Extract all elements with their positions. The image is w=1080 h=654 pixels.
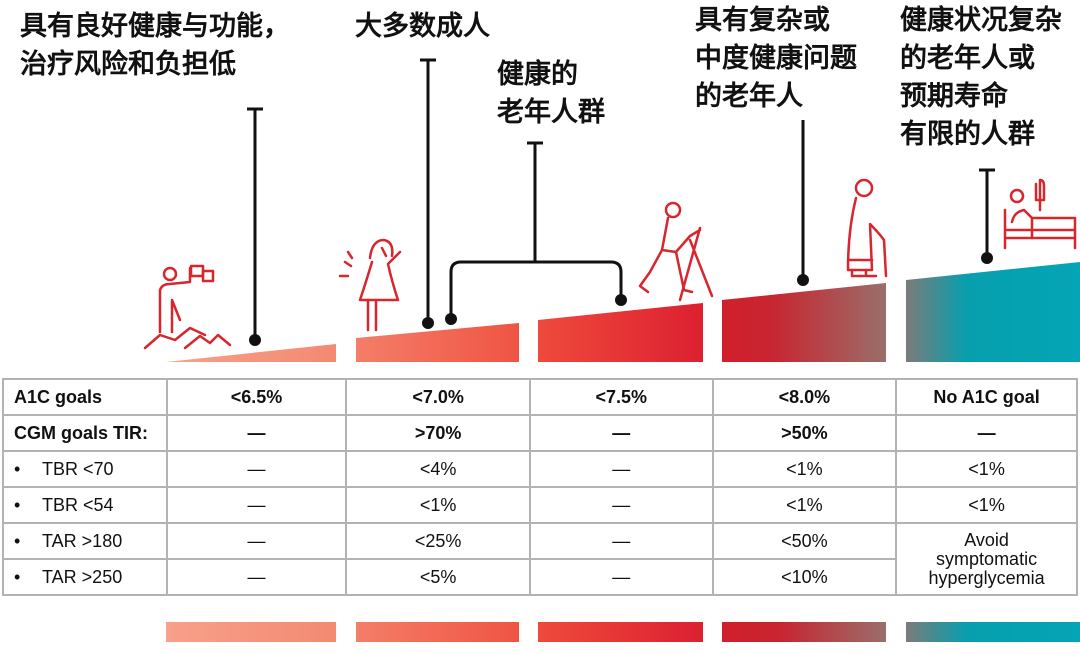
row-label: • TBR <54 <box>2 486 168 524</box>
header-line: 治疗风险和负担低 <box>20 49 236 80</box>
header-line: 的老年人 <box>695 81 803 112</box>
bullet-icon: • <box>14 494 21 515</box>
table-cell: — <box>165 414 348 452</box>
table-cell: — <box>165 486 348 524</box>
table-cell: — <box>165 522 348 560</box>
connector-lines <box>247 58 995 340</box>
header-healthy-older-adults: 健康的 老年人群 <box>497 56 605 132</box>
ramp-segment-5 <box>906 262 1080 362</box>
ramp-segment-3 <box>538 303 703 362</box>
table-cell: — <box>528 486 714 524</box>
table-row-cgm-tir: CGM goals TIR: — >70% — >50% — <box>2 414 1078 452</box>
bullet-icon: • <box>14 566 21 587</box>
table-row-tbr-70: • TBR <70 — <4% — <1% <1% <box>2 450 1078 488</box>
table-cell: No A1C goal <box>895 378 1078 416</box>
ramp-segment-1 <box>166 344 336 362</box>
header-line: 健康的 <box>497 59 578 90</box>
table-cell: — <box>895 414 1078 452</box>
ramp-segment-4 <box>722 283 886 362</box>
header-complex-older-adults: 具有复杂或 中度健康问题 的老年人 <box>695 2 857 116</box>
person-with-flag-on-mountain-icon <box>143 264 232 350</box>
color-bar-1 <box>166 622 336 642</box>
color-bar-5 <box>906 622 1080 642</box>
header-line: 预期寿命 <box>900 81 1008 112</box>
header-line: 老年人群 <box>497 97 605 128</box>
header-limited-life-expectancy: 健康状况复杂 的老年人或 预期寿命 有限的人群 <box>900 2 1062 154</box>
table-cell: — <box>165 450 348 488</box>
bullet-icon: • <box>14 530 21 551</box>
table-cell: <8.0% <box>711 378 898 416</box>
row-label: CGM goals TIR: <box>2 414 168 452</box>
table-cell: <10% <box>711 558 898 596</box>
row-label-text: TBR <70 <box>42 458 114 479</box>
glycemic-goals-table: A1C goals <6.5% <7.0% <7.5% <8.0% No A1C… <box>2 378 1078 596</box>
row-label: • TAR >250 <box>2 558 168 596</box>
header-line: 具有复杂或 <box>695 5 830 36</box>
elderly-nordic-walker-icon <box>638 201 714 302</box>
table-row-tar-250: • TAR >250 — <5% — <10% <box>2 558 1077 596</box>
table-cell: — <box>528 558 714 596</box>
table-cell: <1% <box>895 486 1078 524</box>
connector-dots <box>249 252 993 346</box>
color-bar-2 <box>356 622 519 642</box>
table-cell: — <box>528 414 714 452</box>
table-cell: >50% <box>711 414 898 452</box>
table-cell: <25% <box>345 522 531 560</box>
table-cell: <4% <box>345 450 531 488</box>
color-bar-3 <box>538 622 703 642</box>
table-cell: <7.5% <box>528 378 714 416</box>
merged-line: symptomatic <box>936 548 1038 569</box>
table-row-a1c-goals: A1C goals <6.5% <7.0% <7.5% <8.0% No A1C… <box>2 378 1078 416</box>
table-cell: <1% <box>711 450 898 488</box>
header-line: 有限的人群 <box>900 119 1035 150</box>
header-line: 的老年人或 <box>900 43 1035 74</box>
header-line: 大多数成人 <box>355 11 490 42</box>
patient-in-hospital-bed-icon <box>1003 178 1077 250</box>
header-line: 健康状况复杂 <box>900 5 1062 36</box>
table-cell: <1% <box>345 486 531 524</box>
table-cell: <6.5% <box>165 378 348 416</box>
row-label: A1C goals <box>2 378 168 416</box>
color-bar-4 <box>722 622 886 642</box>
table-row-tbr-54: • TBR <54 — <1% — <1% <1% <box>2 486 1078 524</box>
header-healthy-low-burden: 具有良好健康与功能， 治疗风险和负担低 <box>20 8 290 84</box>
table-row-tar-180: • TAR >180 — <25% — <50% Avoid symptomati… <box>2 522 1078 596</box>
table-cell: <1% <box>895 450 1078 488</box>
header-line: 中度健康问题 <box>695 43 857 74</box>
woman-waving-icon <box>338 238 402 332</box>
row-label-text: TAR >250 <box>42 566 123 587</box>
row-label-text: TBR <54 <box>42 494 114 515</box>
table-cell: <5% <box>345 558 531 596</box>
header-most-adults: 大多数成人 <box>355 8 490 46</box>
table-cell: — <box>528 522 714 560</box>
table-cell: <7.0% <box>345 378 531 416</box>
table-cell: — <box>528 450 714 488</box>
table-cell: >70% <box>345 414 531 452</box>
ramp-segment-2 <box>356 323 519 362</box>
merged-line: Avoid <box>964 529 1009 550</box>
merged-line: hyperglycemia <box>928 567 1045 588</box>
table-cell: — <box>165 558 348 596</box>
header-line: 具有良好健康与功能， <box>20 11 290 42</box>
table-cell: <50% <box>711 522 898 560</box>
avoid-hyperglycemia-cell: Avoid symptomatic hyperglycemia <box>895 522 1078 596</box>
table-cell: <1% <box>711 486 898 524</box>
row-label-text: TAR >180 <box>42 530 123 551</box>
row-label: • TAR >180 <box>2 522 168 560</box>
elderly-woman-with-cane-icon <box>846 178 888 278</box>
bullet-icon: • <box>14 458 21 479</box>
row-label: • TBR <70 <box>2 450 168 488</box>
